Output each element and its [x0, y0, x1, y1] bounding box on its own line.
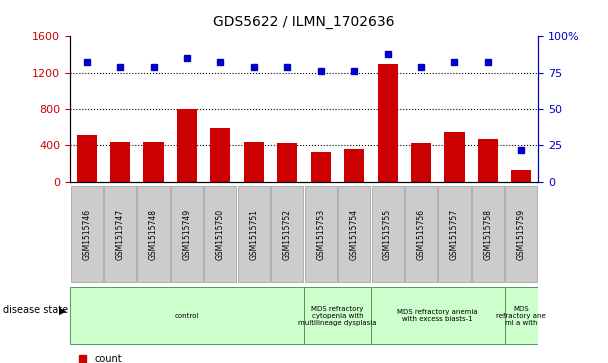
- Text: GSM1515755: GSM1515755: [383, 209, 392, 260]
- Text: GSM1515757: GSM1515757: [450, 209, 459, 260]
- FancyBboxPatch shape: [238, 186, 270, 282]
- Bar: [478, 139, 498, 182]
- FancyBboxPatch shape: [137, 186, 170, 282]
- Text: disease state: disease state: [3, 305, 68, 315]
- Bar: [411, 143, 431, 182]
- FancyBboxPatch shape: [405, 186, 437, 282]
- FancyBboxPatch shape: [371, 287, 505, 344]
- Bar: [143, 142, 164, 182]
- Text: GSM1515747: GSM1515747: [116, 209, 125, 260]
- Text: GSM1515752: GSM1515752: [283, 209, 292, 260]
- FancyBboxPatch shape: [71, 186, 103, 282]
- Text: control: control: [174, 313, 199, 319]
- FancyBboxPatch shape: [338, 186, 370, 282]
- Text: GSM1515759: GSM1515759: [517, 209, 526, 260]
- FancyBboxPatch shape: [505, 186, 537, 282]
- Legend: count, percentile rank within the sample: count, percentile rank within the sample: [75, 350, 263, 363]
- Text: GSM1515749: GSM1515749: [182, 209, 192, 260]
- Bar: [444, 132, 465, 182]
- FancyBboxPatch shape: [305, 186, 337, 282]
- Text: GSM1515753: GSM1515753: [316, 209, 325, 260]
- FancyBboxPatch shape: [104, 186, 136, 282]
- Bar: [277, 143, 297, 182]
- Text: ▶: ▶: [59, 305, 66, 315]
- Text: MDS refractory anemia
with excess blasts-1: MDS refractory anemia with excess blasts…: [398, 309, 478, 322]
- FancyBboxPatch shape: [472, 186, 504, 282]
- Bar: [344, 149, 364, 182]
- Text: GSM1515758: GSM1515758: [483, 209, 492, 260]
- Text: GSM1515750: GSM1515750: [216, 209, 225, 260]
- Bar: [511, 170, 531, 182]
- Bar: [244, 142, 264, 182]
- Bar: [378, 65, 398, 182]
- Bar: [177, 109, 197, 182]
- Text: GSM1515756: GSM1515756: [416, 209, 426, 260]
- FancyBboxPatch shape: [505, 287, 538, 344]
- Text: GDS5622 / ILMN_1702636: GDS5622 / ILMN_1702636: [213, 15, 395, 29]
- FancyBboxPatch shape: [171, 186, 203, 282]
- FancyBboxPatch shape: [438, 186, 471, 282]
- Text: GSM1515748: GSM1515748: [149, 209, 158, 260]
- FancyBboxPatch shape: [304, 287, 371, 344]
- Bar: [110, 142, 130, 182]
- FancyBboxPatch shape: [371, 186, 404, 282]
- Bar: [311, 152, 331, 182]
- FancyBboxPatch shape: [271, 186, 303, 282]
- Text: GSM1515751: GSM1515751: [249, 209, 258, 260]
- Text: GSM1515754: GSM1515754: [350, 209, 359, 260]
- FancyBboxPatch shape: [204, 186, 237, 282]
- FancyBboxPatch shape: [70, 287, 304, 344]
- Bar: [77, 135, 97, 182]
- Text: GSM1515746: GSM1515746: [82, 209, 91, 260]
- Bar: [210, 128, 230, 182]
- Text: MDS refractory
cytopenia with
multilineage dysplasia: MDS refractory cytopenia with multilinea…: [298, 306, 377, 326]
- Text: MDS
refractory ane
mi a with: MDS refractory ane mi a with: [497, 306, 546, 326]
